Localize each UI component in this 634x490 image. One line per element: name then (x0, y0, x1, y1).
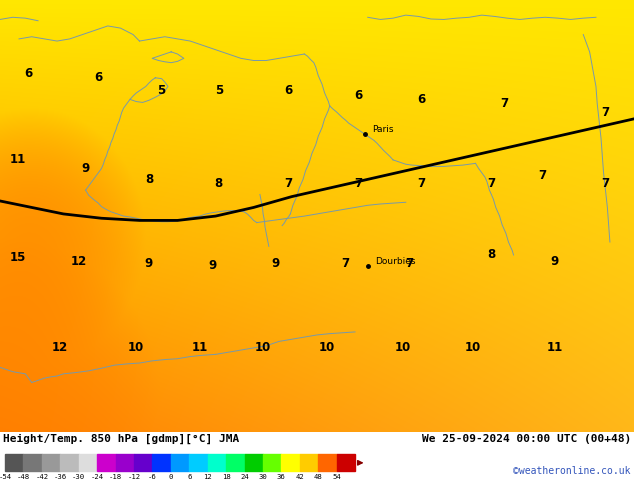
Text: 9: 9 (550, 255, 559, 268)
Bar (60, 454, 79, 471)
Bar (115, 454, 134, 471)
Bar (226, 454, 245, 471)
Text: 7: 7 (285, 177, 292, 190)
Text: 7: 7 (602, 106, 609, 119)
Text: 6: 6 (417, 93, 426, 106)
Text: 10: 10 (394, 342, 411, 354)
Text: -54: -54 (0, 474, 11, 480)
Text: 18: 18 (222, 474, 231, 480)
Text: 9: 9 (81, 162, 90, 175)
Text: 42: 42 (295, 474, 304, 480)
Text: 54: 54 (332, 474, 341, 480)
Text: 7: 7 (418, 177, 425, 190)
Text: 11: 11 (547, 342, 563, 354)
Text: 36: 36 (277, 474, 286, 480)
Text: 8: 8 (145, 173, 153, 186)
Bar (190, 454, 208, 471)
Text: 6: 6 (354, 89, 363, 101)
Text: 8: 8 (214, 177, 223, 190)
Text: 10: 10 (464, 342, 481, 354)
Text: 12: 12 (71, 255, 87, 268)
Bar (208, 454, 226, 471)
Bar (300, 454, 318, 471)
Bar (5, 454, 23, 471)
Text: 7: 7 (354, 177, 362, 190)
Bar (318, 454, 337, 471)
Text: 24: 24 (240, 474, 249, 480)
Text: 7: 7 (342, 257, 349, 270)
Text: 0: 0 (169, 474, 173, 480)
Bar (245, 454, 263, 471)
Text: 7: 7 (538, 169, 546, 181)
Bar (23, 454, 42, 471)
Bar (79, 454, 97, 471)
Text: 7: 7 (405, 257, 413, 270)
Text: -18: -18 (109, 474, 122, 480)
Text: -48: -48 (17, 474, 30, 480)
Text: 7: 7 (500, 97, 508, 110)
Text: 9: 9 (145, 257, 153, 270)
Text: 9: 9 (271, 257, 280, 270)
Text: 6: 6 (24, 67, 33, 80)
Text: 10: 10 (255, 342, 271, 354)
Text: 6: 6 (187, 474, 191, 480)
Text: ©weatheronline.co.uk: ©weatheronline.co.uk (514, 466, 631, 476)
Text: -12: -12 (127, 474, 141, 480)
Text: 15: 15 (10, 251, 26, 264)
Text: Height/Temp. 850 hPa [gdmp][°C] JMA: Height/Temp. 850 hPa [gdmp][°C] JMA (3, 434, 240, 444)
Bar (281, 454, 300, 471)
Bar (171, 454, 190, 471)
Bar (263, 454, 281, 471)
Text: 10: 10 (128, 342, 145, 354)
Text: 5: 5 (157, 84, 166, 97)
Text: 11: 11 (10, 153, 26, 167)
Bar (337, 454, 355, 471)
Text: 30: 30 (259, 474, 268, 480)
Text: Dourbies: Dourbies (375, 257, 416, 266)
Bar (42, 454, 60, 471)
Text: 5: 5 (214, 84, 223, 97)
Text: -6: -6 (148, 474, 157, 480)
Text: 8: 8 (487, 248, 496, 262)
Text: 11: 11 (191, 342, 208, 354)
Text: 12: 12 (52, 342, 68, 354)
Text: 12: 12 (204, 474, 212, 480)
Text: -42: -42 (36, 474, 48, 480)
Text: 7: 7 (488, 177, 495, 190)
Text: 6: 6 (94, 71, 103, 84)
Text: 48: 48 (314, 474, 323, 480)
Text: -24: -24 (91, 474, 104, 480)
Text: -30: -30 (72, 474, 86, 480)
Text: Paris: Paris (372, 125, 394, 134)
Bar (134, 454, 152, 471)
Text: -36: -36 (54, 474, 67, 480)
Bar (97, 454, 115, 471)
Text: 6: 6 (284, 84, 293, 97)
Bar (152, 454, 171, 471)
Text: 9: 9 (208, 259, 217, 272)
Text: We 25-09-2024 00:00 UTC (00+48): We 25-09-2024 00:00 UTC (00+48) (422, 434, 631, 444)
Text: 10: 10 (318, 342, 335, 354)
Text: 7: 7 (602, 177, 609, 190)
